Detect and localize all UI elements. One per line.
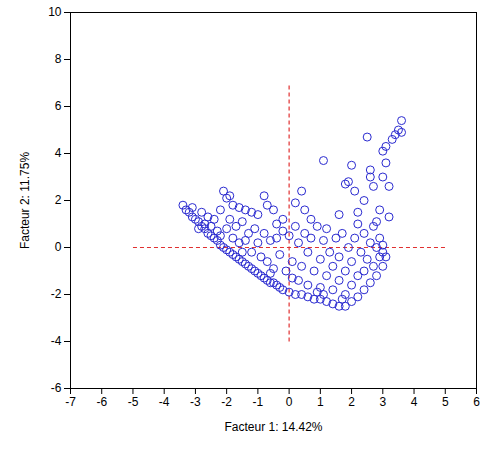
svg-text:8: 8 xyxy=(55,52,62,66)
svg-text:5: 5 xyxy=(442,395,449,409)
svg-text:4: 4 xyxy=(55,146,62,160)
svg-text:-3: -3 xyxy=(190,395,201,409)
svg-text:2: 2 xyxy=(55,193,62,207)
svg-text:-1: -1 xyxy=(253,395,264,409)
svg-text:Facteur 2: 11.75%: Facteur 2: 11.75% xyxy=(18,152,32,249)
svg-text:10: 10 xyxy=(48,5,62,19)
svg-text:-7: -7 xyxy=(65,395,76,409)
svg-text:-4: -4 xyxy=(51,334,62,348)
svg-text:4: 4 xyxy=(411,395,418,409)
svg-text:6: 6 xyxy=(473,395,480,409)
svg-text:Facteur 1: 14.42%: Facteur 1: 14.42% xyxy=(224,420,322,434)
svg-text:-6: -6 xyxy=(96,395,107,409)
svg-text:0: 0 xyxy=(55,240,62,254)
svg-text:6: 6 xyxy=(55,99,62,113)
svg-text:-6: -6 xyxy=(51,381,62,395)
svg-text:1: 1 xyxy=(317,395,324,409)
svg-text:2: 2 xyxy=(348,395,355,409)
svg-text:-2: -2 xyxy=(51,287,62,301)
svg-text:-5: -5 xyxy=(128,395,139,409)
svg-text:3: 3 xyxy=(379,395,386,409)
svg-text:-4: -4 xyxy=(159,395,170,409)
svg-text:-2: -2 xyxy=(221,395,232,409)
svg-text:0: 0 xyxy=(286,395,293,409)
